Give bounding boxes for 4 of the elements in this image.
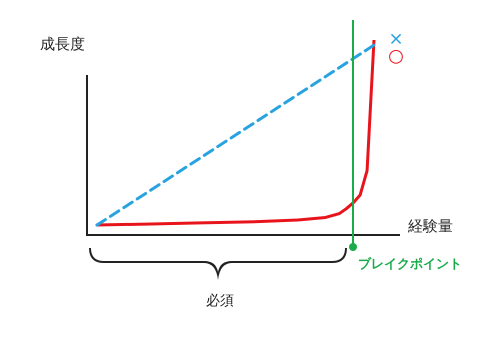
text: 必須 [205,292,235,310]
text: ブレイクポイント [358,256,462,273]
y-axis-title: 成長度 [40,34,85,53]
x-axis-title: 経験量 [407,216,453,235]
